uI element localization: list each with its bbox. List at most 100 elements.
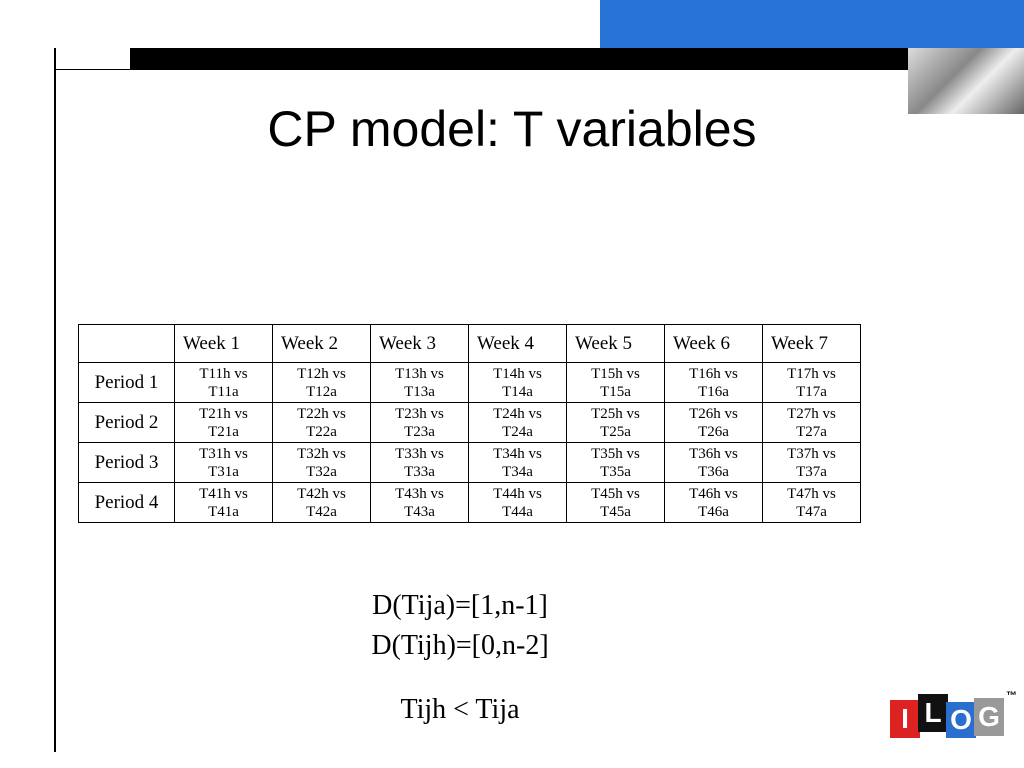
cell-line: T23h vs: [395, 405, 444, 422]
building-image: [908, 48, 1024, 114]
period-label: Period 3: [78, 442, 175, 483]
match-cell: T25h vs T25a: [566, 402, 665, 443]
match-cell: T41h vs T41a: [174, 482, 273, 523]
cell-line: T47a: [796, 503, 827, 520]
cell-line: T16a: [698, 383, 729, 400]
match-cell: T24h vs T24a: [468, 402, 567, 443]
week-header: Week 3: [370, 324, 469, 363]
cell-line: T15a: [600, 383, 631, 400]
week-header: Week 5: [566, 324, 665, 363]
match-cell: T23h vs T23a: [370, 402, 469, 443]
match-cell: T44h vs T44a: [468, 482, 567, 523]
match-cell: T34h vs T34a: [468, 442, 567, 483]
cell-line: T25h vs: [591, 405, 640, 422]
match-cell: T46h vs T46a: [664, 482, 763, 523]
cell-line: T11h vs: [199, 365, 248, 382]
thin-line: [54, 69, 130, 70]
period-row: Period 4 T41h vs T41a T42h vs T42a T43h vs T43…: [78, 482, 861, 523]
cell-line: T32a: [306, 463, 337, 480]
match-cell: T27h vs T27a: [762, 402, 861, 443]
week-header: Week 1: [174, 324, 273, 363]
corner-cell: [78, 324, 175, 363]
match-cell: T35h vs T35a: [566, 442, 665, 483]
match-cell: T13h vs T13a: [370, 362, 469, 403]
period-label: Period 2: [78, 402, 175, 443]
logo-letter: I: [890, 700, 920, 738]
match-cell: T14h vs T14a: [468, 362, 567, 403]
cell-line: T21h vs: [199, 405, 248, 422]
cell-line: T12h vs: [297, 365, 346, 382]
cell-line: T35a: [600, 463, 631, 480]
match-cell: T31h vs T31a: [174, 442, 273, 483]
cell-line: T35h vs: [591, 445, 640, 462]
cell-line: T14h vs: [493, 365, 542, 382]
cell-line: T41a: [208, 503, 239, 520]
period-label: Period 4: [78, 482, 175, 523]
cell-line: T27h vs: [787, 405, 836, 422]
match-cell: T26h vs T26a: [664, 402, 763, 443]
cell-line: T37h vs: [787, 445, 836, 462]
cell-line: T47h vs: [787, 485, 836, 502]
logo: I L O G ™: [890, 690, 1024, 746]
match-cell: T45h vs T45a: [566, 482, 665, 523]
cell-line: T25a: [600, 423, 631, 440]
match-cell: T32h vs T32a: [272, 442, 371, 483]
cell-line: T34a: [502, 463, 533, 480]
cell-line: T44h vs: [493, 485, 542, 502]
match-cell: T43h vs T43a: [370, 482, 469, 523]
cell-line: T26h vs: [689, 405, 738, 422]
cell-line: T16h vs: [689, 365, 738, 382]
period-row: Period 2 T21h vs T21a T22h vs T22a T23h vs T23…: [78, 402, 861, 443]
cell-line: T22h vs: [297, 405, 346, 422]
match-cell: T21h vs T21a: [174, 402, 273, 443]
cell-line: T21a: [208, 423, 239, 440]
domain-formula: D(Tija)=[1,n-1]: [372, 590, 548, 621]
week-header: Week 7: [762, 324, 861, 363]
match-cell: T16h vs T16a: [664, 362, 763, 403]
cell-line: T37a: [796, 463, 827, 480]
top-blue-block: [600, 0, 1024, 48]
cell-line: T44a: [502, 503, 533, 520]
cell-line: T43a: [404, 503, 435, 520]
cell-line: T26a: [698, 423, 729, 440]
week-header: Week 4: [468, 324, 567, 363]
match-cell: T11h vs T11a: [174, 362, 273, 403]
cell-line: T43h vs: [395, 485, 444, 502]
cell-line: T34h vs: [493, 445, 542, 462]
period-row: Period 3 T31h vs T31a T32h vs T32a T33h vs T33…: [78, 442, 861, 483]
cell-line: T41h vs: [199, 485, 248, 502]
match-cell: T15h vs T15a: [566, 362, 665, 403]
match-cell: T36h vs T36a: [664, 442, 763, 483]
cell-line: T23a: [404, 423, 435, 440]
match-cell: T33h vs T33a: [370, 442, 469, 483]
logo-letter: O: [946, 702, 976, 738]
cell-line: T14a: [502, 383, 533, 400]
match-cell: T37h vs T37a: [762, 442, 861, 483]
cell-line: T46a: [698, 503, 729, 520]
cell-line: T33h vs: [395, 445, 444, 462]
cell-line: T31a: [208, 463, 239, 480]
cell-line: T42a: [306, 503, 337, 520]
logo-letter: G: [974, 698, 1004, 736]
cell-line: T13a: [404, 383, 435, 400]
cell-line: T17h vs: [787, 365, 836, 382]
left-rule: [54, 48, 56, 752]
cell-line: T15h vs: [591, 365, 640, 382]
cell-line: T27a: [796, 423, 827, 440]
match-cell: T17h vs T17a: [762, 362, 861, 403]
trademark: ™: [1006, 690, 1017, 702]
cell-line: T12a: [306, 383, 337, 400]
week-header: Week 2: [272, 324, 371, 363]
cell-line: T45h vs: [591, 485, 640, 502]
header-row: Week 1 Week 2 Week 3 Week 4 Week 5 Week 6 Week…: [78, 324, 861, 363]
week-header: Week 6: [664, 324, 763, 363]
cell-line: T24h vs: [493, 405, 542, 422]
cell-line: T32h vs: [297, 445, 346, 462]
cell-line: T24a: [502, 423, 533, 440]
schedule-table: Week 1 Week 2 Week 3 Week 4 Week 5 Week 6 Week…: [78, 324, 861, 523]
match-cell: T47h vs T47a: [762, 482, 861, 523]
domain-formula: D(Tijh)=[0,n-2]: [371, 630, 549, 661]
match-cell: T22h vs T22a: [272, 402, 371, 443]
cell-line: T45a: [600, 503, 631, 520]
